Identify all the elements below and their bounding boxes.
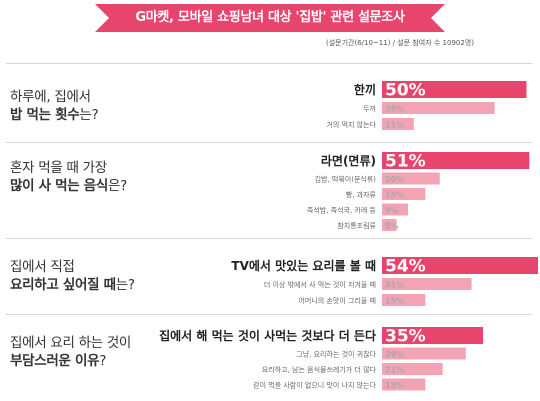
divider — [6, 63, 532, 64]
question-4: 집에서 요리 하는 것이 부담스러운 이유? — [10, 335, 132, 369]
category-label: 집에서 해 먹는 것이 사먹는 것보다 더 든다 — [159, 328, 376, 343]
category-label: 거의 먹지 않는다 — [326, 120, 376, 129]
data-label: 21% — [385, 366, 404, 375]
question-3: 집에서 직접 요리하고 싶어질 때는? — [10, 259, 135, 293]
category-label: 어머니의 손맛이 그리울 때 — [298, 296, 376, 305]
question-1: 하루에, 집에서 밥 먹는 횟수는? — [10, 89, 99, 123]
category-label: 한끼 — [354, 82, 376, 97]
bar — [382, 257, 538, 274]
data-label: 31% — [385, 281, 404, 290]
data-label: 35% — [385, 327, 426, 347]
category-label: 두끼 — [363, 104, 376, 113]
data-label: 15% — [385, 381, 404, 390]
bar — [382, 188, 426, 200]
bar — [382, 219, 397, 231]
category-label: 참치통조림류 — [337, 221, 376, 230]
category-label: 요리하고, 남는 음식물쓰레기가 더 많다 — [262, 365, 377, 374]
data-label: 5% — [385, 222, 399, 231]
data-label: 29% — [385, 350, 404, 359]
divider — [6, 142, 532, 143]
data-label: 54% — [385, 257, 426, 277]
survey-note: (설문기간(6/10~11) / 설문 참여자 수 10902명) — [325, 39, 474, 47]
divider — [6, 314, 532, 315]
category-label: 같이 먹을 사람이 없으니 맛이 나지 않는다 — [253, 381, 376, 390]
category-label: 김밥, 떡볶이(분식류) — [315, 175, 377, 184]
bar — [382, 203, 408, 216]
category-label: 더 이상 밖에서 사 먹는 것이 지겨울 때 — [264, 280, 376, 289]
data-label: 15% — [385, 297, 404, 306]
category-label: TV에서 맛있는 요리를 볼 때 — [231, 258, 376, 273]
category-label: 라면(면류) — [321, 153, 376, 168]
bar — [382, 363, 443, 375]
bar — [382, 102, 495, 114]
divider — [6, 238, 532, 239]
category-label: 그냥, 요리하는 것이 귀찮다 — [296, 350, 376, 359]
data-label: 11% — [385, 121, 404, 130]
bar — [382, 172, 440, 185]
bar — [382, 294, 426, 306]
title-banner — [95, 4, 445, 32]
question-2: 혼자 먹을 때 가장 많이 사 먹는 음식은? — [10, 160, 128, 194]
category-label: 빵, 과자류 — [346, 190, 377, 199]
data-label: 39% — [385, 105, 404, 114]
page-title: G마켓, 모바일 쇼핑남녀 대상 '집밥' 관련 설문조사 — [135, 10, 405, 25]
category-label: 즉석밥, 즉석국, 카레 등 — [307, 206, 377, 215]
bar — [382, 278, 472, 290]
bar — [382, 118, 414, 130]
data-label: 51% — [385, 152, 426, 172]
bar — [382, 378, 426, 391]
data-label: 9% — [385, 206, 399, 215]
data-label: 20% — [385, 175, 404, 184]
bar — [382, 347, 466, 360]
bar — [382, 81, 527, 98]
data-label: 50% — [385, 81, 426, 101]
data-label: 15% — [385, 191, 404, 200]
bar — [382, 327, 484, 344]
bar — [382, 152, 530, 169]
